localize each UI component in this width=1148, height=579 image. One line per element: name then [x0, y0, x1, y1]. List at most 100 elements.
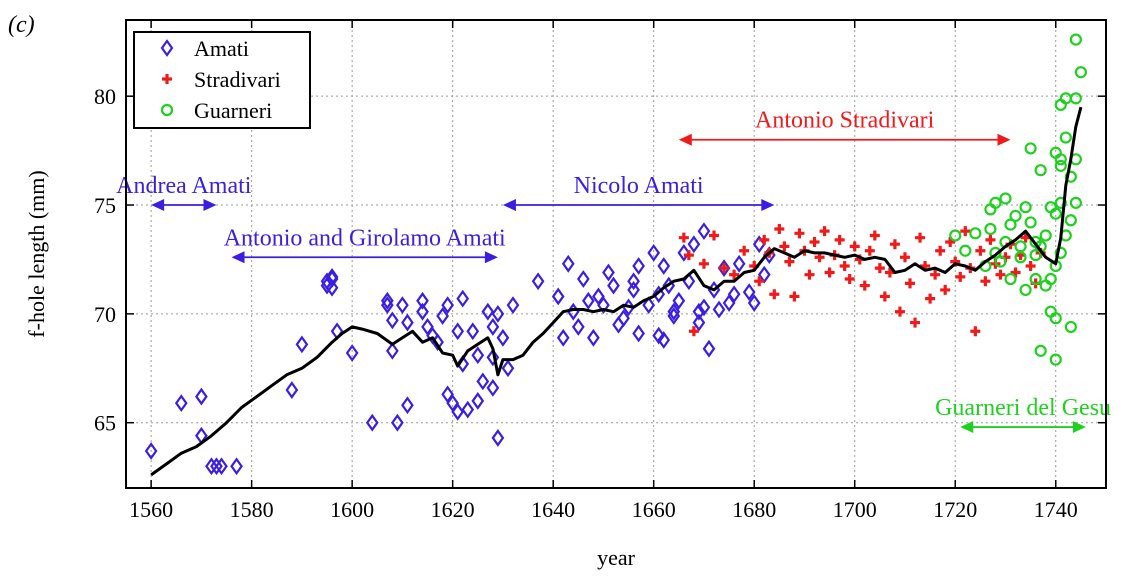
amati-point [652, 326, 666, 345]
x-tick-label: 1620 [431, 497, 475, 522]
stradivari-point [975, 245, 986, 256]
stradivari-point [759, 234, 770, 245]
stradivari-point [784, 256, 795, 267]
amati-point [365, 413, 379, 432]
amati-point [617, 309, 630, 328]
annotation-label: Antonio and Girolamo Amati [224, 225, 506, 251]
amati-point [702, 339, 716, 358]
stradivari-point [739, 245, 750, 256]
amati-point [195, 387, 208, 406]
guarneri-point [1049, 353, 1062, 366]
annotation-label: Guarneri del Gesu [935, 395, 1111, 421]
guarneri-point [989, 196, 1002, 209]
stradivari-point [899, 252, 910, 263]
amati-point [466, 322, 480, 341]
y-tick-label: 70 [94, 302, 116, 327]
x-tick-label: 1560 [129, 497, 173, 522]
arrow-head-right [1072, 421, 1086, 434]
guarneri-point [1064, 214, 1077, 227]
amati-point [506, 296, 520, 315]
legend-label-amati: Amati [194, 36, 249, 61]
amati-point [391, 413, 404, 432]
amati-point [587, 328, 600, 347]
stradivari-point [779, 241, 790, 252]
guarneri-point [1054, 196, 1067, 209]
x-axis-label: year [597, 545, 636, 570]
legend-label-stradivari: Stradivari [194, 67, 281, 92]
stradivari-point [839, 260, 850, 271]
amati-point [571, 318, 585, 336]
stradivari-point [789, 291, 800, 302]
annotations: Andrea Amati Antonio and Girolamo Amati Ni… [116, 108, 1111, 434]
legend-marker-guarneri [160, 103, 174, 117]
guarneri-point [1064, 320, 1077, 334]
amati-point [325, 267, 339, 286]
arrow-head-right [761, 199, 775, 212]
stradivari-point [1025, 260, 1036, 271]
stradivari-point [910, 317, 921, 328]
amati-point [692, 313, 706, 332]
stradivari-point [819, 226, 830, 237]
stradivari-point [930, 269, 941, 280]
stradivari-point [824, 267, 835, 278]
x-tick-label: 1580 [230, 497, 274, 522]
arrow-head-right [203, 199, 217, 212]
stradivari-point [915, 232, 926, 243]
amati-point [747, 294, 761, 312]
amati-point [486, 348, 500, 367]
guarneri-point [969, 227, 982, 240]
amati-point [652, 285, 666, 304]
stradivari-point [709, 230, 719, 241]
guarneri-point [1014, 240, 1027, 253]
guarneri-point [1069, 92, 1082, 105]
stradivari-point [698, 258, 709, 269]
stradivari-point [879, 291, 890, 302]
guarneri-point [984, 222, 997, 236]
amati-point [727, 285, 741, 304]
amati-point [717, 259, 731, 278]
amati-point [657, 257, 671, 275]
amati-point [325, 278, 339, 297]
guarneri-point [1074, 66, 1087, 79]
amati-point [677, 244, 691, 262]
x-tick-label: 1740 [1034, 497, 1078, 522]
amati-point [471, 392, 485, 410]
amati-point [386, 341, 399, 360]
amati-point [597, 296, 610, 315]
amati-point [416, 302, 429, 321]
guarneri-point [1009, 209, 1022, 223]
stradivari-point [849, 241, 860, 252]
stradivari-point [859, 280, 870, 291]
amati-point [491, 429, 505, 447]
arrow-head-left [960, 421, 974, 434]
stradivari-point [894, 306, 905, 317]
amati-point [401, 396, 414, 415]
guarneri-point [1054, 159, 1067, 172]
stradivari-point [688, 326, 699, 337]
stradivari-point [960, 226, 971, 237]
amati-point [697, 298, 711, 317]
stradivari-point [925, 293, 936, 304]
amati-point [582, 291, 595, 310]
stradivari-point [834, 234, 845, 245]
stradivari-point [804, 269, 815, 280]
amati-point [210, 457, 223, 476]
amati-point [476, 372, 490, 391]
guarneri-point [1069, 196, 1082, 209]
x-tick-label: 1720 [933, 497, 977, 522]
guarneri-point [1004, 272, 1017, 286]
amati-point [285, 381, 299, 399]
stradivari-point [678, 232, 689, 243]
guarneri-point [1039, 229, 1052, 242]
stradivari-point [889, 239, 900, 250]
amati-point [697, 222, 711, 241]
stradivari-point [955, 271, 966, 282]
legend-label-guarneri: Guarneri [194, 98, 272, 123]
amati-point [496, 328, 510, 347]
amati-point [471, 346, 485, 365]
stradivari-point [995, 269, 1006, 280]
arrow-head-left [231, 251, 245, 264]
guarneri-point [1049, 207, 1062, 220]
stradivari-point [754, 276, 765, 287]
amati-point [380, 291, 394, 310]
